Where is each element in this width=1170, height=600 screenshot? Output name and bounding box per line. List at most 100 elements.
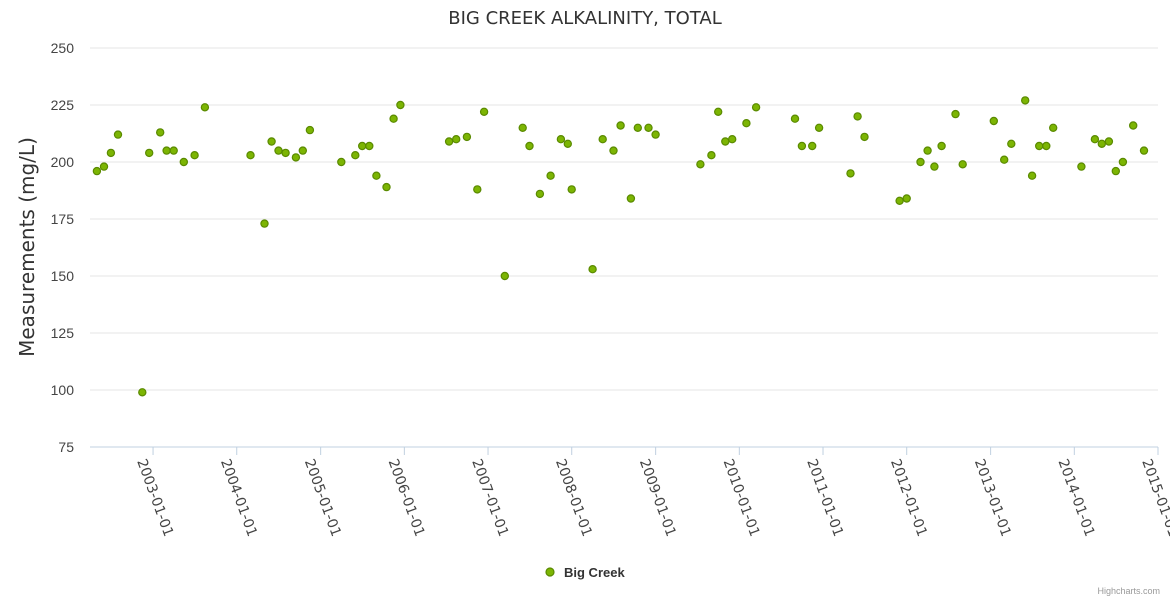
data-point[interactable]: 2012-06-01: 207 <box>937 141 946 151</box>
data-point[interactable]: 2011-07-01: 211 <box>860 132 869 142</box>
data-point[interactable]: 2006-11-15: 188 <box>473 185 482 194</box>
data-point[interactable]: 2004-10-15: 205 <box>298 146 307 155</box>
y-axis-ticks: 75 100 125 150 175 200 225 250 <box>51 40 75 455</box>
data-point[interactable]: 2014-04-01: 210 <box>1090 134 1100 144</box>
legend-label[interactable]: Big Creek <box>564 565 625 580</box>
data-point[interactable]: 2013-03-01: 201 <box>1000 155 1009 164</box>
data-point[interactable]: 2003-03-01: 205 <box>162 146 171 155</box>
x-tick-label: 2006-01-01 <box>385 457 428 539</box>
data-point[interactable]: 2005-08-01: 207 <box>365 141 374 151</box>
data-point[interactable]: 2012-08-01: 221 <box>951 109 960 119</box>
y-tick-label: 75 <box>58 439 74 455</box>
data-point[interactable]: 2010-02-01: 217 <box>742 118 751 128</box>
data-point[interactable]: 2009-09-01: 203 <box>707 150 716 160</box>
data-point[interactable]: 2012-09-01: 199 <box>958 160 967 169</box>
data-point[interactable]: 2014-07-01: 196 <box>1111 166 1121 176</box>
data-point[interactable]: 2014-05-01: 208 <box>1097 139 1107 148</box>
data-point[interactable]: 2009-01-01: 212 <box>651 130 660 139</box>
data-point[interactable]: 2010-11-15: 207 <box>808 141 817 151</box>
data-point[interactable]: 2013-04-01: 208 <box>1007 139 1016 148</box>
data-point[interactable]: 2008-12-01: 215 <box>644 123 653 133</box>
data-point[interactable]: 2007-07-01: 207 <box>525 141 534 151</box>
data-point[interactable]: 2006-12-15: 222 <box>479 107 489 117</box>
data-point[interactable]: 2007-11-15: 210 <box>556 134 566 144</box>
data-point[interactable]: 2007-06-01: 215 <box>518 123 527 133</box>
data-point[interactable]: 2007-10-01: 194 <box>546 171 555 180</box>
data-point[interactable]: 2005-04-01: 200 <box>337 157 346 167</box>
y-tick-label: 150 <box>51 268 75 284</box>
data-point[interactable]: 2014-02-01: 198 <box>1077 162 1086 171</box>
data-point[interactable]: 2008-09-15: 184 <box>626 194 636 203</box>
legend[interactable]: Big Creek <box>545 565 625 580</box>
data-point[interactable]: 2008-04-01: 153 <box>588 265 597 274</box>
data-point[interactable]: 2013-01-15: 218 <box>989 116 999 126</box>
data-point[interactable]: 2012-01-01: 184 <box>902 194 911 203</box>
credits-link[interactable]: Highcharts.com <box>1097 586 1160 596</box>
data-point[interactable]: 2013-08-01: 207 <box>1034 141 1044 151</box>
data-point[interactable]: 2008-08-01: 216 <box>616 121 625 130</box>
data-point[interactable]: 2013-07-01: 194 <box>1027 171 1037 180</box>
data-point[interactable]: 2008-07-01: 205 <box>609 146 618 155</box>
data-point[interactable]: 2007-12-15: 208 <box>563 139 573 148</box>
data-point[interactable]: 2013-10-01: 215 <box>1048 123 1058 133</box>
data-point[interactable]: 2004-05-01: 173 <box>260 219 269 228</box>
data-point[interactable]: 2005-12-15: 225 <box>396 100 405 110</box>
data-point[interactable]: 2012-03-01: 200 <box>916 157 925 167</box>
data-point[interactable]: 2014-09-15: 216 <box>1128 121 1138 130</box>
data-point[interactable]: 2008-01-01: 188 <box>567 185 576 194</box>
data-point[interactable]: 2003-02-01: 213 <box>155 128 165 137</box>
data-point[interactable]: 2011-06-01: 220 <box>853 112 862 121</box>
data-point[interactable]: 2010-09-01: 219 <box>790 114 800 123</box>
data-point[interactable]: 2004-08-01: 204 <box>281 148 290 158</box>
data-point[interactable]: 2010-10-01: 207 <box>797 141 807 151</box>
data-point[interactable]: 2003-05-15: 200 <box>179 157 188 167</box>
data-point[interactable]: 2014-08-01: 200 <box>1118 157 1128 167</box>
data-point[interactable]: 2003-07-01: 203 <box>190 150 199 160</box>
data-point[interactable]: 2006-07-15: 209 <box>444 137 454 146</box>
x-tick-label: 2005-01-01 <box>301 457 344 539</box>
data-point[interactable]: 2006-08-15: 210 <box>452 134 461 144</box>
data-point[interactable]: 2010-12-15: 215 <box>814 123 824 133</box>
data-point[interactable]: 2003-04-01: 205 <box>169 146 178 155</box>
data-point[interactable]: 2006-10-01: 211 <box>462 132 472 142</box>
data-point[interactable]: 2004-03-01: 203 <box>246 150 255 160</box>
data-point[interactable]: 2010-03-15: 224 <box>751 103 761 112</box>
data-point[interactable]: 2009-11-01: 209 <box>721 137 730 146</box>
data-point[interactable]: 2011-12-01: 183 <box>895 196 904 205</box>
data-point[interactable]: 2005-07-01: 207 <box>358 141 367 151</box>
data-point[interactable]: 2008-05-15: 210 <box>598 134 607 144</box>
data-point[interactable]: 2009-10-01: 222 <box>714 107 723 117</box>
y-tick-label: 125 <box>51 325 75 341</box>
data-point[interactable]: 2014-11-01: 205 <box>1139 146 1149 155</box>
data-point[interactable]: 2012-05-01: 198 <box>930 162 939 171</box>
data-point[interactable]: 2005-06-01: 203 <box>351 150 360 160</box>
data-point[interactable]: 2013-09-01: 207 <box>1042 141 1051 151</box>
data-point[interactable]: 2004-11-15: 214 <box>305 125 315 135</box>
data-point[interactable]: 2012-04-01: 205 <box>923 146 932 155</box>
data-point[interactable]: 2004-07-01: 205 <box>274 146 283 155</box>
data-point[interactable]: 2009-07-15: 199 <box>696 160 705 169</box>
data-point[interactable]: 2008-10-15: 215 <box>633 123 643 133</box>
data-point[interactable]: 2005-11-15: 219 <box>389 114 398 123</box>
legend-marker-icon[interactable] <box>545 567 555 577</box>
data-point[interactable]: 2009-12-01: 210 <box>728 134 737 144</box>
data-point[interactable]: 2005-09-01: 194 <box>372 171 381 180</box>
data-point[interactable]: 2003-08-15: 224 <box>200 103 210 112</box>
data-point[interactable]: 2007-03-15: 150 <box>500 271 509 281</box>
x-tick-label: 2015-01-01 <box>1138 457 1170 539</box>
data-point[interactable]: 2011-05-01: 195 <box>846 169 855 178</box>
data-point[interactable]: 2014-06-01: 209 <box>1104 137 1114 146</box>
data-point[interactable]: 2004-06-01: 209 <box>267 137 276 146</box>
data-point[interactable]: 2005-10-15: 189 <box>382 182 391 192</box>
data-point[interactable]: 2013-06-01: 227 <box>1020 96 1030 105</box>
data-point[interactable]: 2004-09-15: 202 <box>291 153 301 162</box>
x-tick-label: 2012-01-01 <box>887 457 930 539</box>
data-point[interactable]: 2007-08-15: 186 <box>535 189 545 199</box>
